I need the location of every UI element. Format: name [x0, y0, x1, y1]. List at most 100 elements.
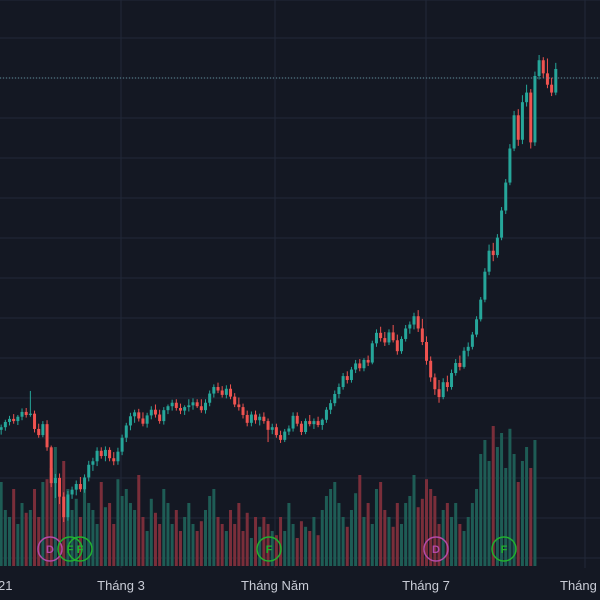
candle-body [183, 407, 187, 411]
volume-bar [204, 510, 207, 566]
financial-marker[interactable]: F [67, 536, 93, 562]
time-axis: 21 Tháng 3 Tháng Năm Tháng 7 Tháng [0, 578, 597, 593]
candle-body [525, 92, 529, 103]
volume-bar [454, 503, 458, 566]
candle-body [516, 115, 520, 140]
candle-body [3, 421, 7, 428]
volume-bar [87, 503, 91, 566]
candle-body [470, 334, 474, 347]
volume-bar [137, 475, 141, 566]
marker-circle [423, 536, 449, 562]
candle-body [537, 60, 541, 76]
financial-marker[interactable]: F [256, 536, 282, 562]
volume-bar [128, 503, 132, 566]
volume-bar [525, 447, 529, 566]
candles [0, 55, 558, 522]
candle-body [178, 407, 182, 411]
volume-bar [462, 531, 466, 566]
volume-bar [229, 510, 233, 566]
volume-bar [178, 531, 182, 566]
candle-body [133, 412, 137, 417]
volume-bar [120, 496, 124, 566]
candle-body [399, 338, 403, 352]
volume-bar [366, 503, 370, 566]
volume-bar [470, 503, 474, 566]
candle-body [433, 377, 437, 390]
volume-bar [362, 517, 366, 566]
volume-bar [258, 526, 262, 566]
volume-bar [158, 524, 162, 566]
candle-body [304, 421, 308, 433]
financial-marker[interactable]: F [57, 536, 83, 562]
candle-body [295, 415, 299, 424]
x-tick-label-0: 21 [0, 578, 12, 593]
candle-body [349, 369, 353, 381]
candle-body [170, 402, 174, 407]
candle-body [408, 324, 412, 329]
candle-body [387, 332, 391, 343]
volume-bar [529, 468, 533, 566]
candle-body [458, 362, 462, 367]
candle-body [366, 359, 370, 363]
volume-bar [195, 531, 199, 566]
candle-body [533, 75, 537, 143]
candle-body [91, 461, 95, 465]
candle-body [166, 406, 170, 411]
candle-body [454, 362, 458, 374]
volume-bar [483, 440, 487, 566]
candle-body [283, 431, 287, 440]
volume-bar [324, 496, 328, 566]
volume-bar [170, 524, 174, 566]
candle-body [62, 496, 66, 518]
candle-body [500, 210, 504, 238]
volume-bar [24, 512, 28, 566]
candle-body [162, 410, 166, 422]
volume-bar [395, 503, 399, 566]
volume-bar [404, 503, 408, 566]
candle-body [329, 403, 333, 410]
volume-bar [487, 461, 491, 566]
candle-body [120, 437, 124, 452]
financial-marker[interactable]: F [491, 536, 517, 562]
marker-circle [256, 536, 282, 562]
volume-bar [224, 531, 228, 566]
candle-body [291, 415, 295, 429]
candle-body [229, 388, 233, 397]
volume-bar [391, 526, 395, 566]
volume-bar [28, 510, 32, 566]
candle-body [74, 483, 78, 490]
volume-bar [262, 517, 266, 566]
candle-body [258, 416, 262, 421]
dividend-marker[interactable]: D [37, 536, 63, 562]
candle-body [12, 418, 16, 422]
candle-body [324, 409, 328, 420]
candle-body [99, 450, 103, 457]
candle-body [87, 464, 91, 478]
candle-body [33, 413, 37, 429]
volume-bar [241, 531, 245, 566]
candle-body [37, 428, 41, 436]
volume-bar [58, 496, 62, 566]
volume-bar [283, 531, 287, 566]
volume-bar [166, 503, 170, 566]
volume-bar [212, 489, 216, 566]
volume-bar [103, 507, 107, 566]
candle-body [41, 424, 45, 436]
candle-body [28, 413, 32, 415]
candle-body [341, 376, 345, 388]
candle-body [141, 418, 145, 424]
candle-body [108, 449, 112, 459]
candle-body [466, 346, 470, 351]
volume-bar [329, 489, 333, 566]
volume-bar [491, 426, 495, 566]
dividend-marker[interactable]: D [423, 536, 449, 562]
volume-bar [383, 510, 387, 566]
volume-bar [91, 510, 95, 566]
marker-letter: F [77, 544, 84, 556]
candle-body [550, 84, 554, 93]
x-tick-label-4: Tháng [560, 578, 597, 593]
candle-body [462, 350, 466, 367]
